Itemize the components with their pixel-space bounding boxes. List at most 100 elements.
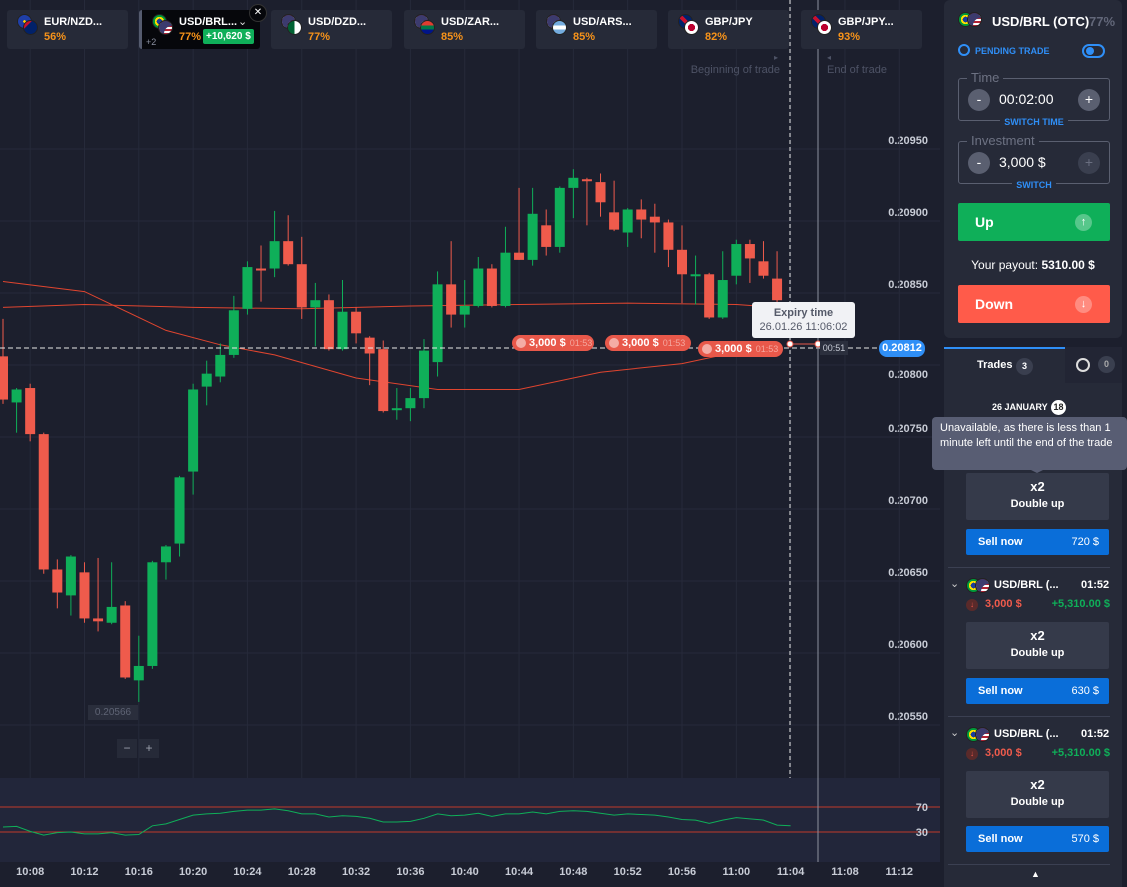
usd-brl-flags-icon xyxy=(966,578,992,594)
tab-pending[interactable]: 0 xyxy=(1065,347,1122,383)
candle-down xyxy=(93,618,104,622)
switch-time-button[interactable]: SWITCH TIME xyxy=(1000,117,1068,127)
chevron-down-icon[interactable]: ⌄ xyxy=(950,727,960,739)
investment-minus-button[interactable]: - xyxy=(968,152,990,174)
trade-form-panel: USD/BRL (OTC) 77% PENDING TRADE Time - 0… xyxy=(944,0,1122,338)
trade-marker[interactable]: 3,000 $01:53 xyxy=(512,335,594,351)
candle-up xyxy=(432,284,443,363)
double-up-button[interactable]: x2 Double up xyxy=(966,622,1109,669)
investment-plus-button[interactable]: + xyxy=(1078,152,1100,174)
asset-ticket[interactable]: EUR/NZD... 56% xyxy=(7,10,128,49)
investment-value[interactable]: 3,000 $ xyxy=(999,154,1046,170)
time-minus-button[interactable]: - xyxy=(968,89,990,111)
asset-ticket[interactable]: USD/DZD... 77% xyxy=(271,10,392,49)
usd-brl-flags-icon xyxy=(966,727,992,743)
ticket-profit-badge: +10,620 $ xyxy=(203,29,254,44)
left-arrow-icon: ◂ xyxy=(827,53,832,62)
expiry-time-tooltip: Expiry time 26.01.26 11:06:02 xyxy=(752,302,855,338)
trade-item-header[interactable]: ⌄ USD/BRL (... 01:52 ↓ 3,000 $ +5,310.00… xyxy=(944,726,1122,762)
double-up-button[interactable]: x2 Double up xyxy=(966,771,1109,818)
expiry-value: 26.01.26 11:06:02 xyxy=(759,321,848,333)
sell-now-button[interactable]: Sell now 570 $ xyxy=(966,826,1109,852)
candle-up xyxy=(310,300,321,308)
ticket-name: GBP/JPY xyxy=(705,16,753,28)
double-up-button[interactable]: x2 Double up xyxy=(966,473,1109,520)
candle-down xyxy=(296,264,307,308)
sell-now-label: Sell now xyxy=(978,685,1023,697)
asset-ticket[interactable]: USD/ZAR... 85% xyxy=(404,10,525,49)
asset-ticket[interactable]: GBP/JPY... 93% xyxy=(801,10,922,49)
trade-point xyxy=(786,340,794,348)
trade-pair: USD/BRL (... xyxy=(994,579,1059,591)
ticket-name: USD/ZAR... xyxy=(441,16,500,28)
tooltip-arrow xyxy=(1031,470,1043,473)
expiry-title: Expiry time xyxy=(773,307,834,319)
price-tick-label: 0.20900 xyxy=(888,207,928,219)
sell-now-button[interactable]: Sell now 630 $ xyxy=(966,678,1109,704)
trade-amount: 3,000 $ xyxy=(985,598,1022,610)
arrow-down-icon: ↓ xyxy=(966,599,978,611)
double-up-label: Double up xyxy=(1010,647,1065,659)
up-button[interactable]: Up ↑ xyxy=(958,203,1110,241)
ticket-payout: 56% xyxy=(44,31,67,43)
candle-down xyxy=(486,268,497,306)
time-tick-label: 10:48 xyxy=(559,866,587,878)
candle-up xyxy=(731,244,742,276)
gb-jp-flags-icon xyxy=(811,14,837,40)
sell-now-value: 570 $ xyxy=(1071,833,1099,845)
multiplier: x2 xyxy=(1030,628,1045,643)
asset-ticket[interactable]: USD/BRL... 77% +10,620 $ +2 ⌄ xyxy=(139,10,260,49)
price-chart[interactable]: 0.20950 0.20900 0.20850 0.20800 0.20750 0.207… xyxy=(0,0,940,879)
us-za-flags-icon xyxy=(414,14,440,40)
candle-up xyxy=(459,305,470,315)
rsi-panel xyxy=(0,778,940,862)
asset-ticket[interactable]: GBP/JPY 82% xyxy=(668,10,789,49)
candle-up xyxy=(174,477,185,544)
chevron-down-icon[interactable]: ⌄ xyxy=(238,16,248,28)
close-ticket-icon[interactable]: ✕ xyxy=(249,4,267,22)
candle-up xyxy=(11,389,22,403)
pending-trade-label: PENDING TRADE xyxy=(975,46,1050,56)
time-tick-label: 10:40 xyxy=(451,866,479,878)
trade-time: 01:53 xyxy=(569,338,593,348)
time-plus-button[interactable]: + xyxy=(1078,89,1100,111)
time-value[interactable]: 00:02:00 xyxy=(999,91,1054,107)
pending-trade-toggle[interactable] xyxy=(1082,44,1105,58)
trade-marker[interactable]: 3,000 $01:53 xyxy=(605,335,691,351)
sell-now-label: Sell now xyxy=(978,536,1023,548)
sell-now-button[interactable]: Sell now 720 $ xyxy=(966,529,1109,555)
candle-down xyxy=(25,388,36,435)
time-tick-label: 11:00 xyxy=(723,866,751,878)
zoom-out-button[interactable]: − xyxy=(117,739,137,758)
sell-now-value: 630 $ xyxy=(1071,685,1099,697)
trade-marker[interactable]: 3,000 $01:53 xyxy=(698,341,783,357)
payout-row: Your payout: 5310.00 $ xyxy=(944,258,1122,272)
tab-trades[interactable]: Trades 3 xyxy=(944,347,1065,383)
down-button[interactable]: Down ↓ xyxy=(958,285,1110,323)
candle-up xyxy=(188,389,199,472)
sell-now-value: 720 $ xyxy=(1071,536,1099,548)
time-tick-label: 10:24 xyxy=(233,866,262,878)
ticket-payout: 77% xyxy=(308,31,331,43)
ticket-name: USD/ARS... xyxy=(573,16,632,28)
br-us-flags-icon xyxy=(152,14,178,40)
ticket-name: GBP/JPY... xyxy=(838,16,894,28)
ticket-payout: 85% xyxy=(441,31,464,43)
asset-ticket[interactable]: USD/ARS... 85% xyxy=(536,10,657,49)
switch-investment-button[interactable]: SWITCH xyxy=(1012,180,1056,190)
payout-value: 5310.00 $ xyxy=(1041,258,1095,272)
trade-item-header[interactable]: ⌄ USD/BRL (... 01:52 ↓ 3,000 $ +5,310.00… xyxy=(944,577,1122,613)
chevron-down-icon[interactable]: ⌄ xyxy=(950,578,960,590)
candle-up xyxy=(337,311,348,350)
time-tick-label: 10:28 xyxy=(288,866,316,878)
time-tick-label: 10:08 xyxy=(16,866,44,878)
rsi-line xyxy=(2,808,791,836)
scroll-up-icon[interactable]: ▲ xyxy=(1031,869,1040,879)
candle-down xyxy=(744,244,755,259)
multiplier: x2 xyxy=(1030,777,1045,792)
rsi-level-label: 70 xyxy=(916,802,928,814)
trade-time-left: 01:52 xyxy=(1081,728,1110,740)
zoom-in-button[interactable]: + xyxy=(139,739,159,758)
time-tick-label: 10:44 xyxy=(505,866,534,878)
arrow-up-icon: ↑ xyxy=(1075,214,1092,231)
